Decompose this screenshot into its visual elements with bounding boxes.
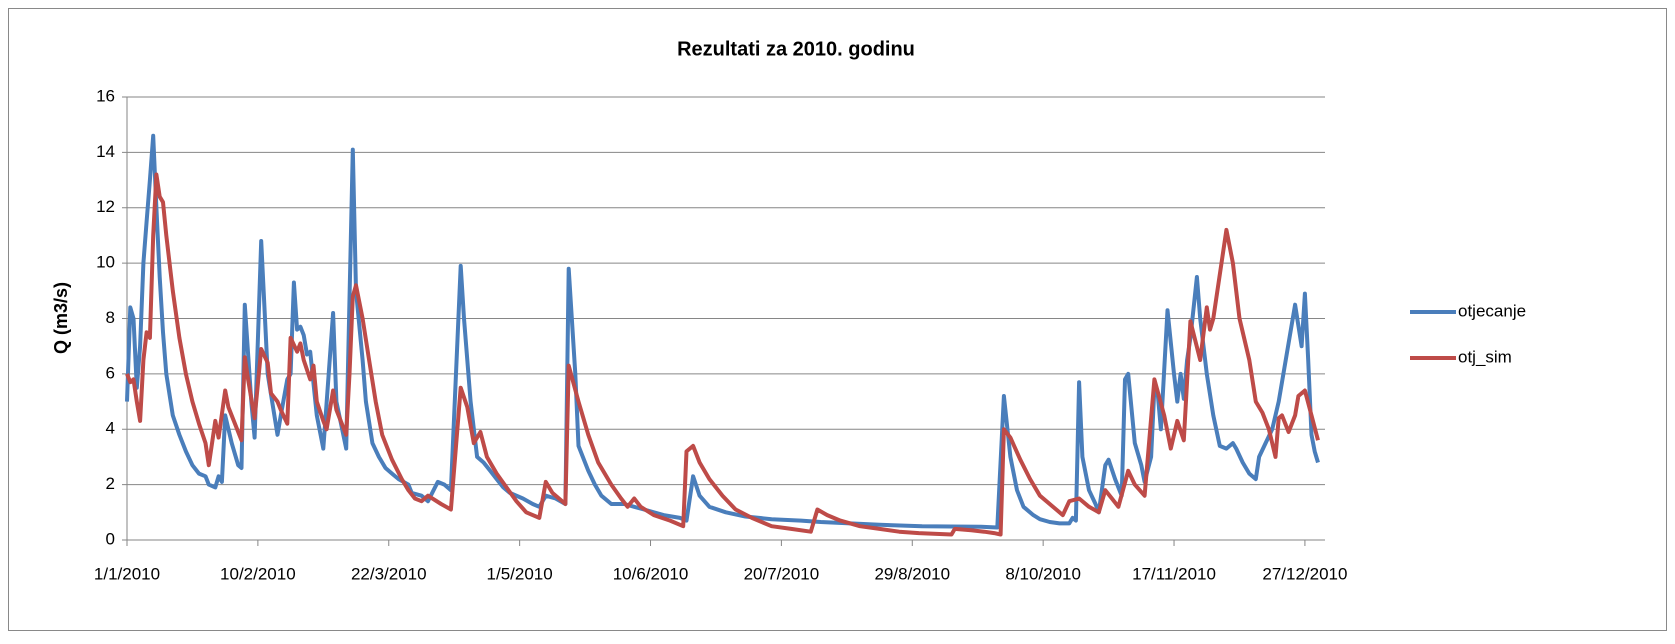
x-tick-label: 22/3/2010 [351,564,427,583]
y-tick-label: 6 [106,363,115,382]
legend-label: otj_sim [1458,347,1512,366]
legend-label: otjecanje [1458,301,1526,320]
x-tick-label: 10/6/2010 [613,564,689,583]
x-tick-label: 1/5/2010 [487,564,553,583]
y-tick-label: 4 [106,419,115,438]
y-tick-label: 2 [106,474,115,493]
x-tick-label: 10/2/2010 [220,564,296,583]
x-tick-label: 1/1/2010 [94,564,160,583]
y-tick-label: 8 [106,308,115,327]
y-tick-label: 0 [106,529,115,548]
x-tick-label: 27/12/2010 [1262,564,1347,583]
series-line [125,133,1320,530]
chart-title: Rezultati za 2010. godinu [677,38,915,60]
x-tick-label: 8/10/2010 [1005,564,1081,583]
y-tick-label: 10 [96,253,115,272]
y-tick-label: 14 [96,142,115,161]
y-tick-label: 12 [96,197,115,216]
x-tick-label: 17/11/2010 [1132,564,1216,583]
x-tick-label: 29/8/2010 [874,564,950,583]
chart-frame [8,8,1667,631]
series-line [125,172,1320,537]
x-tick-label: 20/7/2010 [744,564,820,583]
y-axis-label: Q (m3/s) [51,282,71,354]
y-tick-label: 16 [96,86,115,105]
